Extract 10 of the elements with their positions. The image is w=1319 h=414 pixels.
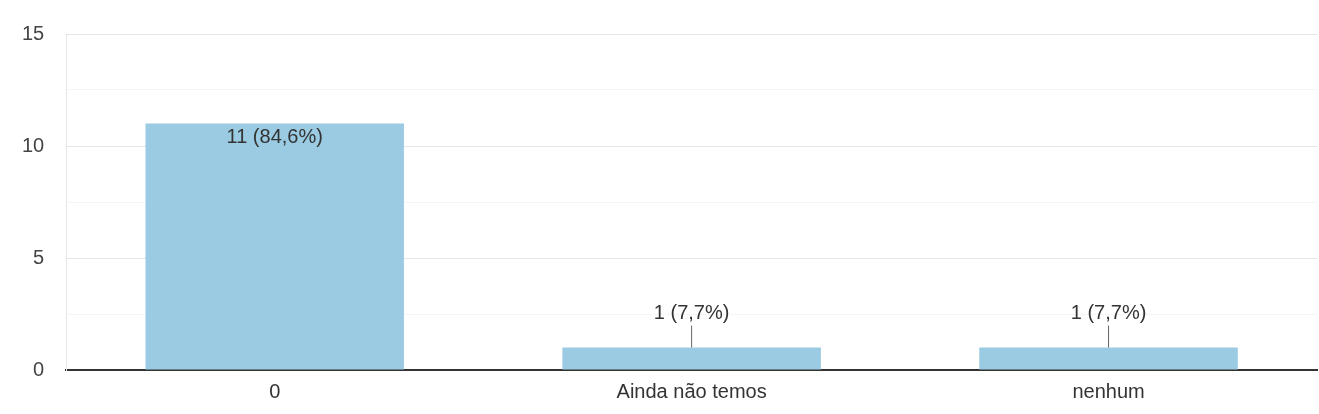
y-tick-label: 5	[33, 245, 45, 268]
data-label: 1 (7,7%)	[653, 301, 730, 324]
x-tick-label: Ainda não temos	[616, 379, 767, 402]
y-tick-label: 15	[22, 21, 45, 44]
y-tick-label: 10	[22, 133, 45, 156]
data-label: 11 (84,6%)	[226, 125, 323, 148]
y-tick-label: 0	[33, 357, 45, 380]
x-tick-label: nenhum	[1072, 379, 1145, 402]
x-tick-label: 0	[269, 379, 281, 402]
data-label: 1 (7,7%)	[1070, 301, 1147, 324]
